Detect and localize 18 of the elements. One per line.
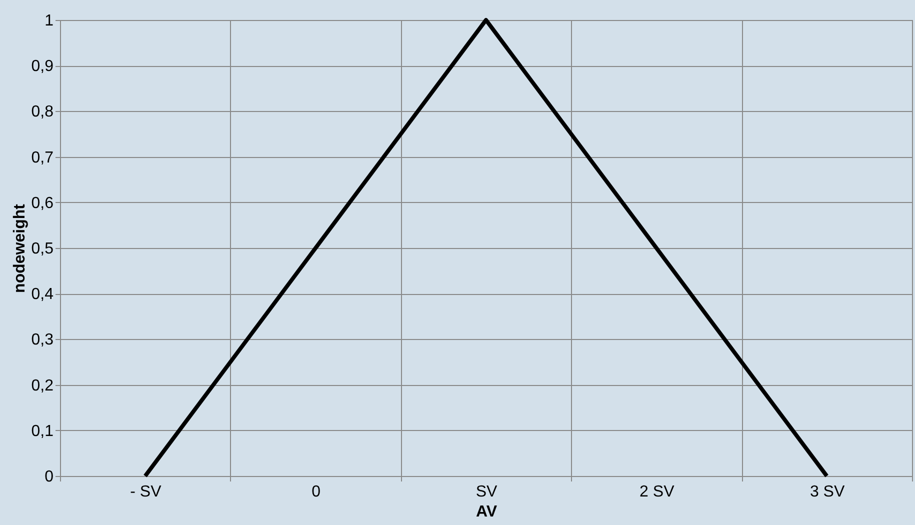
y-tick-label: 0,1 xyxy=(31,422,54,440)
y-tick-label: 0,4 xyxy=(31,286,54,304)
y-tick-label: 0 xyxy=(44,468,54,486)
y-tick-label: 0,6 xyxy=(31,194,54,212)
x-tick-label: 3 SV xyxy=(810,484,845,500)
y-tick-label: 0,2 xyxy=(31,377,54,394)
y-tick-label: 0,9 xyxy=(31,58,54,76)
y-axis-title: nodeweight xyxy=(11,203,28,293)
x-tick-label: SV xyxy=(476,484,498,500)
x-tick-label: - SV xyxy=(130,484,162,500)
x-axis-title: AV xyxy=(476,504,498,520)
x-tick-label: 2 SV xyxy=(640,484,675,500)
y-tick-label: 0,3 xyxy=(31,332,54,349)
x-tick-label: 0 xyxy=(312,484,321,500)
y-tick-label: 1 xyxy=(44,12,54,30)
y-tick-label: 0,5 xyxy=(31,240,54,258)
y-tick-label: 0,8 xyxy=(31,104,54,121)
y-tick-label: 0,7 xyxy=(31,149,54,166)
